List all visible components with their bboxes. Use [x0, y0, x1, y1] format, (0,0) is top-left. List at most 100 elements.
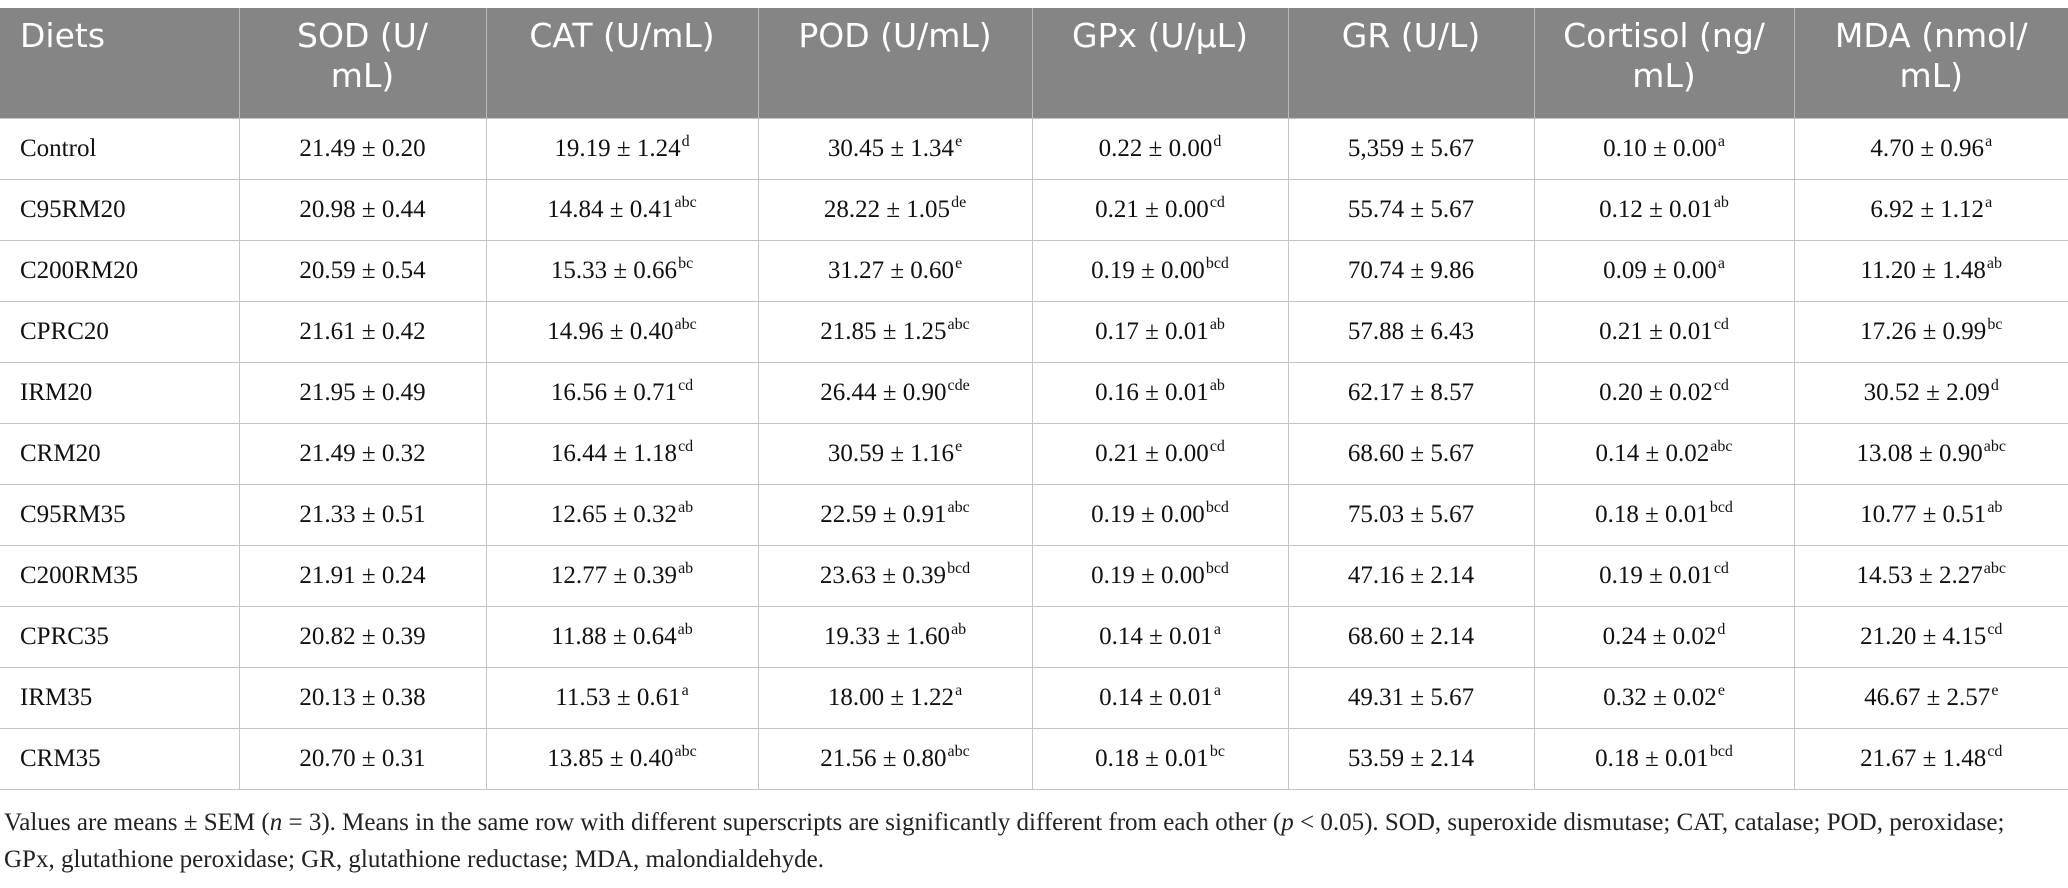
- cell-value: 28.22 ± 1.05: [823, 195, 951, 223]
- cell-value: 0.22 ± 0.00: [1098, 134, 1213, 162]
- cell-value: C95RM20: [20, 195, 126, 223]
- cell-gpx: 0.17 ± 0.01ab: [1031, 300, 1288, 362]
- cell-diet: C200RM20: [0, 239, 239, 301]
- cell-value: 20.59 ± 0.54: [299, 256, 426, 284]
- cell-value: 23.63 ± 0.39: [819, 561, 947, 589]
- cell-value: CPRC20: [20, 317, 109, 345]
- cell-value: 75.03 ± 5.67: [1347, 500, 1475, 528]
- cell-value: 0.10 ± 0.00: [1603, 134, 1717, 162]
- cell-value: 0.18 ± 0.01: [1095, 744, 1209, 772]
- cell-gr: 57.88 ± 6.43: [1287, 300, 1534, 362]
- header-gr: GR (U/L): [1287, 8, 1534, 118]
- cell-cat: 12.65 ± 0.32ab: [485, 483, 758, 545]
- cell-value: 14.53 ± 2.27: [1856, 561, 1983, 589]
- cell-value: 21.56 ± 0.80: [820, 744, 947, 772]
- cell-mda: 11.20 ± 1.48ab: [1793, 239, 2068, 301]
- cell-pod: 22.59 ± 0.91abc: [757, 483, 1032, 545]
- cell-sod: 21.49 ± 0.32: [238, 422, 486, 484]
- cell-value: 14.84 ± 0.41: [547, 195, 674, 223]
- cell-mda: 17.26 ± 0.99bc: [1793, 300, 2068, 362]
- cell-value: 0.09 ± 0.00: [1603, 256, 1717, 284]
- cell-value: 62.17 ± 8.57: [1347, 378, 1475, 406]
- cell-value: 4.70 ± 0.96: [1870, 134, 1985, 162]
- cell-gr: 49.31 ± 5.67: [1287, 666, 1534, 728]
- cell-gr: 68.60 ± 5.67: [1287, 422, 1534, 484]
- cell-mda: 30.52 ± 2.09d: [1793, 361, 2068, 423]
- cell-sod: 21.61 ± 0.42: [238, 300, 486, 362]
- significance-superscript: cde: [947, 376, 970, 394]
- table-row: C95RM35 21.33 ± 0.51 12.65 ± 0.32ab 22.59 ±…: [0, 483, 2068, 545]
- cell-value: 11.53 ± 0.61: [555, 683, 681, 711]
- cell-gpx: 0.14 ± 0.01a: [1031, 605, 1288, 667]
- cell-diet: CRM20: [0, 422, 239, 484]
- cell-value: 0.19 ± 0.00: [1091, 256, 1205, 284]
- cell-value: 0.12 ± 0.01: [1599, 195, 1713, 223]
- cell-value: 11.88 ± 0.64: [551, 622, 677, 650]
- cell-diet: CPRC20: [0, 300, 239, 362]
- significance-superscript: bcd: [1709, 498, 1733, 516]
- header-pod: POD (U/mL): [757, 8, 1032, 118]
- cell-cortisol: 0.21 ± 0.01cd: [1533, 300, 1794, 362]
- significance-superscript: e: [955, 132, 963, 150]
- table-footnote: Values are means ± SEM (n = 3). Means in…: [0, 790, 2068, 878]
- cell-value: 30.59 ± 1.16: [827, 439, 955, 467]
- cell-value: IRM35: [20, 683, 93, 711]
- cell-value: 20.98 ± 0.44: [299, 195, 426, 223]
- cell-value: C95RM35: [20, 500, 126, 528]
- significance-superscript: cd: [1987, 620, 2003, 638]
- footnote-text-2: = 3). Means in the same row with differe…: [282, 808, 1282, 836]
- significance-superscript: ab: [678, 498, 694, 516]
- cell-value: 68.60 ± 2.14: [1347, 622, 1475, 650]
- header-diets: Diets: [0, 8, 239, 118]
- significance-superscript: bcd: [947, 559, 971, 577]
- significance-superscript: abc: [1710, 437, 1733, 455]
- cell-value: 21.20 ± 4.15: [1860, 622, 1987, 650]
- cell-value: 26.44 ± 0.90: [820, 378, 947, 406]
- cell-gr: 55.74 ± 5.67: [1287, 178, 1534, 240]
- cell-value: 21.49 ± 0.20: [299, 134, 426, 162]
- cell-value: 0.18 ± 0.01: [1595, 500, 1709, 528]
- significance-superscript: abc: [674, 315, 697, 333]
- cell-value: 13.08 ± 0.90: [1856, 439, 1983, 467]
- cell-value: CPRC35: [20, 622, 109, 650]
- cell-value: 18.00 ± 1.22: [827, 683, 955, 711]
- cell-cortisol: 0.18 ± 0.01bcd: [1533, 727, 1794, 790]
- significance-superscript: bcd: [1205, 254, 1229, 272]
- cell-pod: 30.45 ± 1.34e: [757, 117, 1032, 179]
- cell-mda: 13.08 ± 0.90abc: [1793, 422, 2068, 484]
- significance-superscript: ab: [677, 620, 693, 638]
- cell-value: 30.45 ± 1.34: [827, 134, 955, 162]
- significance-superscript: abc: [674, 193, 697, 211]
- significance-superscript: cd: [678, 437, 694, 455]
- cell-gpx: 0.16 ± 0.01ab: [1031, 361, 1288, 423]
- cell-value: 0.18 ± 0.01: [1595, 744, 1709, 772]
- table-row: CPRC35 20.82 ± 0.39 11.88 ± 0.64ab 19.33 ± …: [0, 605, 2068, 667]
- cell-gr: 68.60 ± 2.14: [1287, 605, 1534, 667]
- significance-superscript: ab: [1987, 498, 2003, 516]
- significance-superscript: e: [1717, 681, 1725, 699]
- cell-value: Control: [20, 134, 97, 162]
- header-gpx: GPx (U/µL): [1031, 8, 1288, 118]
- cell-pod: 31.27 ± 0.60e: [757, 239, 1032, 301]
- cell-cat: 14.84 ± 0.41abc: [485, 178, 758, 240]
- cell-mda: 4.70 ± 0.96a: [1793, 117, 2068, 179]
- cell-mda: 6.92 ± 1.12a: [1793, 178, 2068, 240]
- cell-gpx: 0.19 ± 0.00bcd: [1031, 239, 1288, 301]
- cell-sod: 20.82 ± 0.39: [238, 605, 486, 667]
- cell-cat: 14.96 ± 0.40abc: [485, 300, 758, 362]
- cell-cortisol: 0.18 ± 0.01bcd: [1533, 483, 1794, 545]
- cell-value: 0.19 ± 0.00: [1091, 561, 1205, 589]
- significance-superscript: ab: [1713, 193, 1729, 211]
- cell-sod: 21.91 ± 0.24: [238, 544, 486, 606]
- cell-value: 0.17 ± 0.01: [1095, 317, 1209, 345]
- cell-value: 0.19 ± 0.00: [1091, 500, 1205, 528]
- antioxidant-enzymes-table: Diets SOD (U/ mL) CAT (U/mL) POD (U/mL) …: [0, 8, 2068, 790]
- cell-value: C200RM35: [20, 561, 139, 589]
- table-row: IRM35 20.13 ± 0.38 11.53 ± 0.61a 18.00 ± 1.…: [0, 666, 2068, 728]
- cell-value: 0.21 ± 0.00: [1095, 439, 1209, 467]
- cell-value: 10.77 ± 0.51: [1860, 500, 1987, 528]
- cell-value: 19.33 ± 1.60: [823, 622, 951, 650]
- significance-superscript: a: [1717, 254, 1725, 272]
- significance-superscript: d: [1213, 132, 1222, 150]
- cell-diet: C95RM20: [0, 178, 239, 240]
